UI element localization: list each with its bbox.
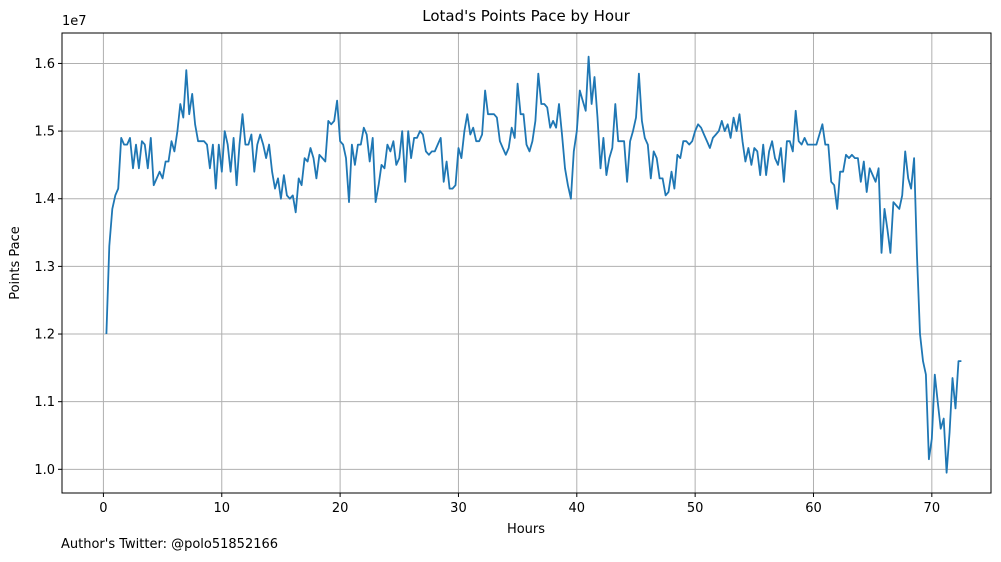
y-tick-label: 1.3	[34, 260, 55, 275]
y-tick-label: 1.0	[34, 463, 55, 478]
series-layer	[105, 55, 962, 474]
x-tick-label: 50	[687, 501, 704, 516]
x-tick-label: 10	[213, 501, 230, 516]
y-offset-label: 1e7	[62, 14, 87, 29]
y-ticks: 1.0 1.1 1.2 1.3 1.4 1.5 1.6	[34, 57, 62, 478]
author-footnote: Author's Twitter: @polo51852166	[61, 537, 279, 552]
x-tick-label: 40	[569, 501, 586, 516]
x-tick-label: 20	[332, 501, 349, 516]
x-tick-label: 60	[805, 501, 822, 516]
x-tick-label: 30	[450, 501, 467, 516]
x-tick-label: 0	[99, 501, 107, 516]
y-tick-label: 1.4	[34, 192, 55, 207]
y-axis-label: Points Pace	[8, 226, 23, 300]
series-line	[105, 55, 962, 474]
plot-frame	[61, 32, 992, 494]
chart-title: Lotad's Points Pace by Hour	[422, 7, 630, 25]
x-axis-label: Hours	[507, 522, 545, 537]
y-tick-label: 1.1	[34, 395, 55, 410]
y-tick-label: 1.5	[34, 125, 55, 140]
y-tick-label: 1.6	[34, 57, 55, 72]
y-tick-label: 1.2	[34, 328, 55, 343]
x-tick-label: 70	[924, 501, 941, 516]
x-ticks: 0 10 20 30 40 50 60 70	[99, 493, 940, 516]
